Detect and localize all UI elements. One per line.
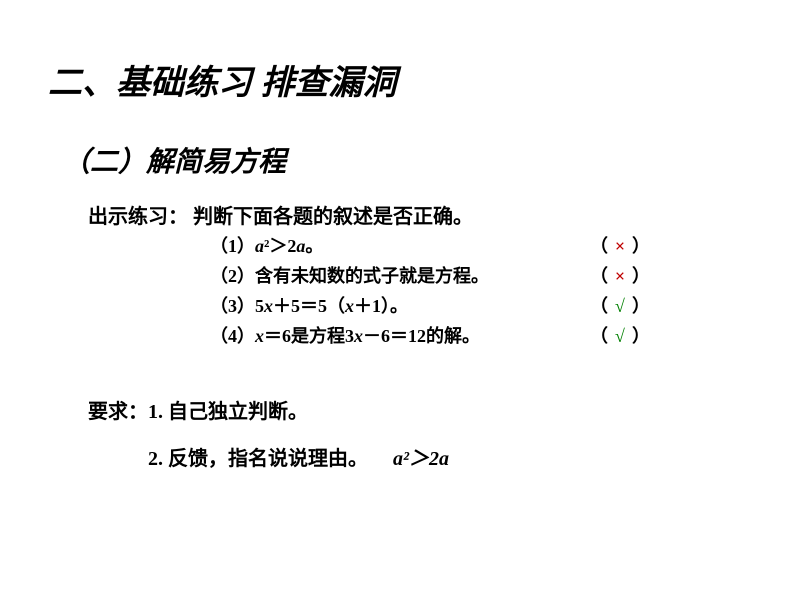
- question-row: （4）x＝6是方程3x－6＝12的解。 （√）: [210, 320, 650, 350]
- page-title: 二、基础练习 排查漏洞: [48, 55, 397, 104]
- formula-text: a²＞2a: [393, 448, 449, 470]
- check-icon: √: [608, 296, 632, 317]
- question-row: （1）a²＞2a。 （×）: [210, 230, 650, 260]
- subtitle: （二）解简易方程: [62, 140, 286, 180]
- question-row: （2）含有未知数的式子就是方程。 （×）: [210, 260, 650, 290]
- cross-icon: ×: [608, 236, 632, 257]
- question-row: （3）5x＋5＝5（x＋1）。 （√）: [210, 290, 650, 320]
- requirement-item: 要求：1. 自己独立判断。: [88, 395, 449, 424]
- question-text: （1）a²＞2a。: [210, 232, 590, 258]
- answer-cell: （√）: [590, 322, 650, 348]
- cross-icon: ×: [608, 266, 632, 287]
- question-text: （4）x＝6是方程3x－6＝12的解。: [210, 322, 590, 348]
- check-icon: √: [608, 326, 632, 347]
- questions-list: （1）a²＞2a。 （×） （2）含有未知数的式子就是方程。 （×） （3）5x…: [210, 230, 650, 350]
- answer-cell: （×）: [590, 232, 650, 258]
- question-text: （2）含有未知数的式子就是方程。: [210, 262, 590, 288]
- question-text: （3）5x＋5＝5（x＋1）。: [210, 292, 590, 318]
- answer-cell: （√）: [590, 292, 650, 318]
- intro-text: 出示练习： 判断下面各题的叙述是否正确。: [88, 200, 473, 229]
- answer-cell: （×）: [590, 262, 650, 288]
- requirement-item: 2. 反馈，指名说说理由。 a²＞2a: [148, 442, 449, 471]
- requirements: 要求：1. 自己独立判断。 2. 反馈，指名说说理由。 a²＞2a: [88, 395, 449, 471]
